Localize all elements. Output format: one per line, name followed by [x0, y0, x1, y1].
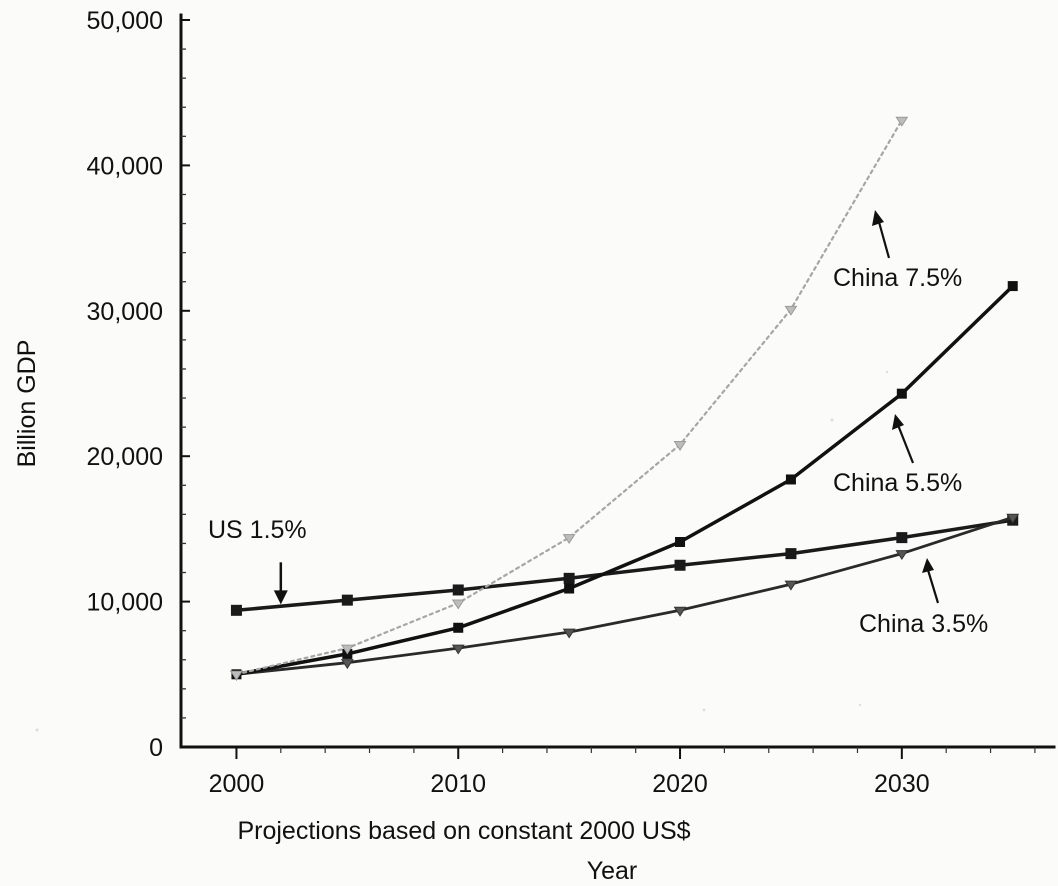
- data-point-china-7-5: [784, 305, 798, 316]
- data-point-china-5-5: [453, 622, 464, 633]
- series-line-china-3-5: [235, 515, 1015, 676]
- series-line-china-5-5: [234, 284, 1015, 677]
- data-point-china-5-5: [896, 388, 907, 399]
- scan-speck: [702, 708, 706, 712]
- scan-speck: [885, 370, 889, 374]
- annotation-label: China 7.5%: [833, 264, 962, 292]
- data-point-china-7-5: [673, 441, 687, 451]
- data-point-china-3-5: [451, 644, 465, 655]
- annotation-label: US 1.5%: [208, 516, 307, 544]
- text-layer: 0 10,000 20,000 30,000 40,000 50,000 2000 2010 2…: [13, 7, 930, 885]
- y-axis-title: Billion GDP: [13, 340, 41, 468]
- annotation-label: China 3.5%: [859, 610, 988, 638]
- y-tick-label: 10,000: [87, 589, 163, 617]
- scan-speck: [35, 728, 39, 732]
- y-tick-label: 50,000: [87, 7, 163, 35]
- grid-layer: [35, 370, 889, 732]
- annotation-arrow-line: [896, 424, 915, 464]
- y-tick-label: 30,000: [87, 298, 163, 326]
- x-tick-label: 2030: [874, 770, 930, 798]
- annotation-arrowhead: [273, 590, 288, 605]
- data-point-us-1-5: [341, 594, 353, 606]
- data-point-china-3-5: [784, 580, 798, 591]
- annotation-china-5-5: China 5.5%: [833, 414, 962, 497]
- x-axis-title: Year: [587, 857, 638, 885]
- data-point-china-7-5: [451, 599, 465, 610]
- data-point-china-7-5: [230, 670, 243, 681]
- x-axis-note: Projections based on constant 2000 US$: [237, 817, 690, 845]
- data-point-us-1-5: [785, 548, 797, 560]
- data-point-china-3-5: [1006, 513, 1020, 524]
- data-point-us-1-5: [674, 559, 686, 571]
- series-line-us-1-5: [234, 518, 1015, 613]
- x-tick-label: 2000: [209, 770, 265, 798]
- annotation-arrowhead: [922, 558, 934, 573]
- data-point-china-3-5: [562, 628, 576, 639]
- data-point-china-7-5: [340, 644, 354, 655]
- data-point-china-5-5: [785, 474, 796, 485]
- annotation-arrowhead: [892, 414, 904, 430]
- annotation-china-7-5: China 7.5%: [833, 210, 962, 292]
- annotation-arrow-line: [926, 569, 940, 604]
- data-point-china-7-5: [562, 534, 576, 545]
- annotation-arrowhead: [872, 210, 884, 226]
- data-point-china-3-5: [340, 659, 354, 670]
- annotation-china-3-5: China 3.5%: [859, 558, 988, 638]
- data-point-us-1-5: [452, 584, 464, 596]
- annotation-layer: US 1.5% China 7.5% China 5.5% China 3.5%: [208, 210, 988, 638]
- data-point-us-1-5: [230, 604, 242, 616]
- annotation-arrow-line: [877, 221, 891, 259]
- scan-speck: [830, 418, 834, 422]
- data-point-us-1-5: [896, 532, 908, 544]
- series-layer: [230, 116, 1020, 681]
- annotation-label: China 5.5%: [833, 469, 962, 497]
- data-point-china-3-5: [673, 606, 687, 617]
- annotation-us-1-5: US 1.5%: [208, 516, 307, 605]
- x-tick-label: 2020: [652, 770, 708, 798]
- data-point-us-1-5: [563, 572, 575, 584]
- data-point-china-7-5: [895, 116, 909, 127]
- y-tick-label: 20,000: [87, 443, 163, 471]
- x-tick-label: 2010: [430, 770, 486, 798]
- data-point-china-5-5: [564, 583, 575, 594]
- axes-layer: [179, 13, 1056, 759]
- y-tick-label: 40,000: [87, 152, 163, 180]
- data-point-china-5-5: [675, 536, 686, 547]
- data-point-china-3-5: [895, 550, 909, 561]
- scan-speck: [858, 703, 862, 707]
- data-point-china-5-5: [1007, 281, 1018, 292]
- y-tick-label: 0: [149, 734, 163, 762]
